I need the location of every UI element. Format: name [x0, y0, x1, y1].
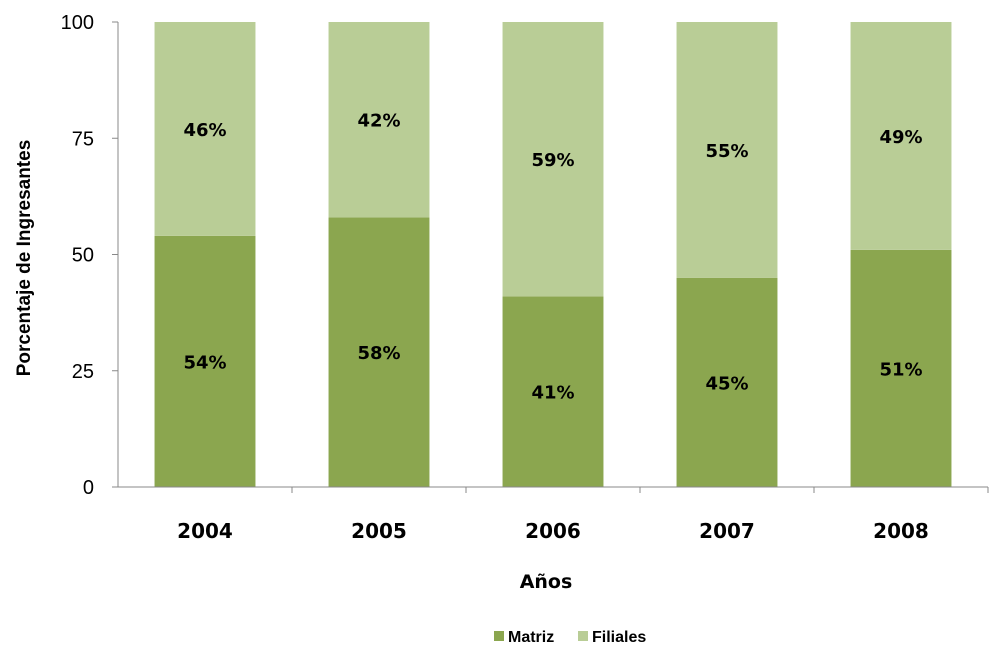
- bar-matriz-2005: [328, 217, 430, 488]
- data-label-matriz-2008: 51%: [879, 359, 922, 380]
- data-label-filiales-2005: 42%: [357, 111, 400, 132]
- data-label-matriz-2006: 41%: [531, 383, 574, 404]
- bar-filiales-2004: [154, 22, 256, 236]
- bar-matriz-2007: [676, 277, 778, 487]
- data-labels: 54% 46% 58% 42% 41% 59% 45% 55% 51% 49%: [183, 111, 922, 404]
- bar-filiales-2005: [328, 22, 430, 218]
- x-axis-title: Años: [520, 571, 573, 593]
- x-tick-label-2007: 2007: [699, 519, 755, 543]
- bar-matriz-2004: [154, 235, 256, 487]
- x-tick-label-2004: 2004: [177, 519, 233, 543]
- legend-swatch-filiales: [578, 631, 588, 641]
- y-tick-label: 100: [61, 12, 94, 34]
- data-label-matriz-2004: 54%: [183, 352, 226, 373]
- y-axis-title: Porcentaje de Ingresantes: [14, 140, 35, 377]
- bar-matriz-2008: [850, 249, 952, 487]
- legend-swatch-matriz: [494, 631, 504, 641]
- data-label-filiales-2008: 49%: [879, 127, 922, 148]
- x-tick-label-2006: 2006: [525, 519, 581, 543]
- data-label-filiales-2006: 59%: [531, 150, 574, 171]
- y-axis-ticks: 0 25 50 75 100: [61, 12, 118, 499]
- legend-label-filiales: Filiales: [592, 629, 646, 646]
- data-label-matriz-2007: 45%: [705, 373, 748, 394]
- y-tick-label: 75: [72, 128, 94, 150]
- x-tick-label-2008: 2008: [873, 519, 929, 543]
- bar-filiales-2006: [502, 22, 604, 297]
- y-tick-label: 0: [83, 477, 94, 499]
- x-tick-label-2005: 2005: [351, 519, 407, 543]
- bar-matriz-2006: [502, 296, 604, 487]
- data-label-filiales-2007: 55%: [705, 141, 748, 162]
- bar-filiales-2007: [676, 22, 778, 278]
- x-axis-ticks: 2004 2005 2006 2007 2008: [177, 487, 989, 543]
- bar-area: [154, 22, 952, 488]
- legend-label-matriz: Matriz: [508, 629, 554, 646]
- data-label-matriz-2005: 58%: [357, 343, 400, 364]
- legend: Matriz Filiales: [494, 629, 646, 646]
- y-tick-label: 25: [72, 361, 94, 383]
- data-label-filiales-2004: 46%: [183, 120, 226, 141]
- bar-filiales-2008: [850, 22, 952, 250]
- y-tick-label: 50: [72, 245, 94, 267]
